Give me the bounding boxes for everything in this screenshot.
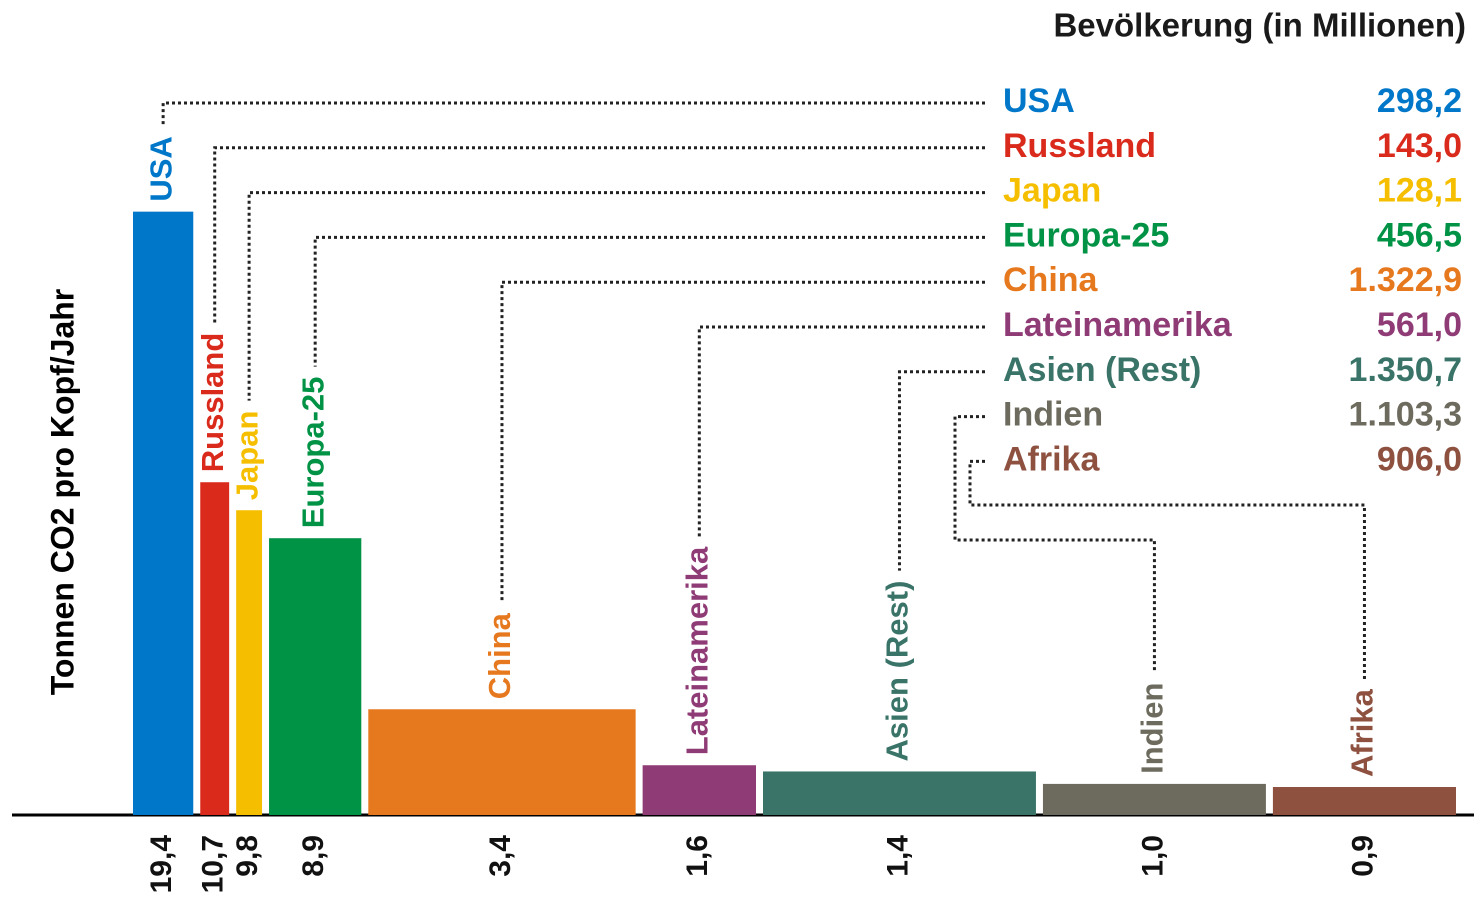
value-label: 1,0 [1136, 835, 1169, 877]
connector [213, 146, 985, 323]
value-label: 19,4 [145, 835, 178, 894]
bar [133, 211, 194, 815]
legend-label: China [1003, 261, 1099, 299]
bar-label: Afrika [1345, 688, 1380, 777]
bar [1042, 783, 1266, 815]
bar [763, 771, 1036, 815]
bar [642, 765, 757, 815]
legend-value: 298,2 [1377, 82, 1462, 120]
bar-label: Asien (Rest) [880, 581, 915, 762]
bar [200, 482, 230, 815]
legend-label: USA [1003, 82, 1075, 120]
connector [247, 191, 985, 401]
legend-value: 128,1 [1377, 172, 1462, 210]
legend-label: Lateinamerika [1003, 306, 1233, 344]
bar-label: USA [143, 136, 178, 201]
connector [953, 415, 1156, 673]
bar-label: Indien [1135, 683, 1170, 774]
connector [500, 280, 985, 604]
legend-label: Asien (Rest) [1003, 351, 1201, 389]
legend-label: Afrika [1003, 440, 1100, 478]
bar-label: Europa-25 [295, 377, 330, 529]
legend-value: 1.322,9 [1349, 261, 1462, 299]
legend-value: 456,5 [1377, 216, 1462, 254]
connector [313, 235, 985, 367]
value-label: 10,7 [197, 835, 230, 893]
legend-label: Indien [1003, 396, 1103, 434]
legend-value: 906,0 [1377, 440, 1462, 478]
value-label: 8,9 [297, 835, 330, 877]
connector [161, 101, 985, 127]
legend-value: 561,0 [1377, 306, 1462, 344]
legend-label: Europa-25 [1003, 216, 1169, 254]
bar [1272, 787, 1456, 815]
bar [368, 709, 636, 815]
legend-title: Bevölkerung (in Millionen) [1053, 7, 1466, 44]
bar [269, 538, 362, 815]
connector [968, 459, 1366, 680]
bar-label: Russland [195, 333, 230, 473]
bar-label: Lateinamerika [680, 546, 715, 755]
value-label: 1,6 [681, 835, 714, 877]
legend-value: 1.103,3 [1349, 396, 1462, 434]
bar [236, 510, 263, 815]
bar-label: Japan [229, 411, 264, 501]
legend-value: 143,0 [1377, 127, 1462, 165]
legend-label: Japan [1003, 172, 1101, 210]
legend-label: Russland [1003, 127, 1156, 165]
value-label: 0,9 [1346, 835, 1379, 877]
value-label: 3,4 [484, 835, 517, 877]
connector [897, 370, 985, 571]
value-label: 1,4 [881, 835, 914, 877]
legend-value: 1.350,7 [1349, 351, 1462, 389]
y-axis-label: Tonnen CO2 pro Kopf/Jahr [44, 289, 80, 696]
bar-label: China [482, 612, 517, 699]
connector [697, 325, 985, 537]
value-label: 9,8 [231, 835, 264, 877]
